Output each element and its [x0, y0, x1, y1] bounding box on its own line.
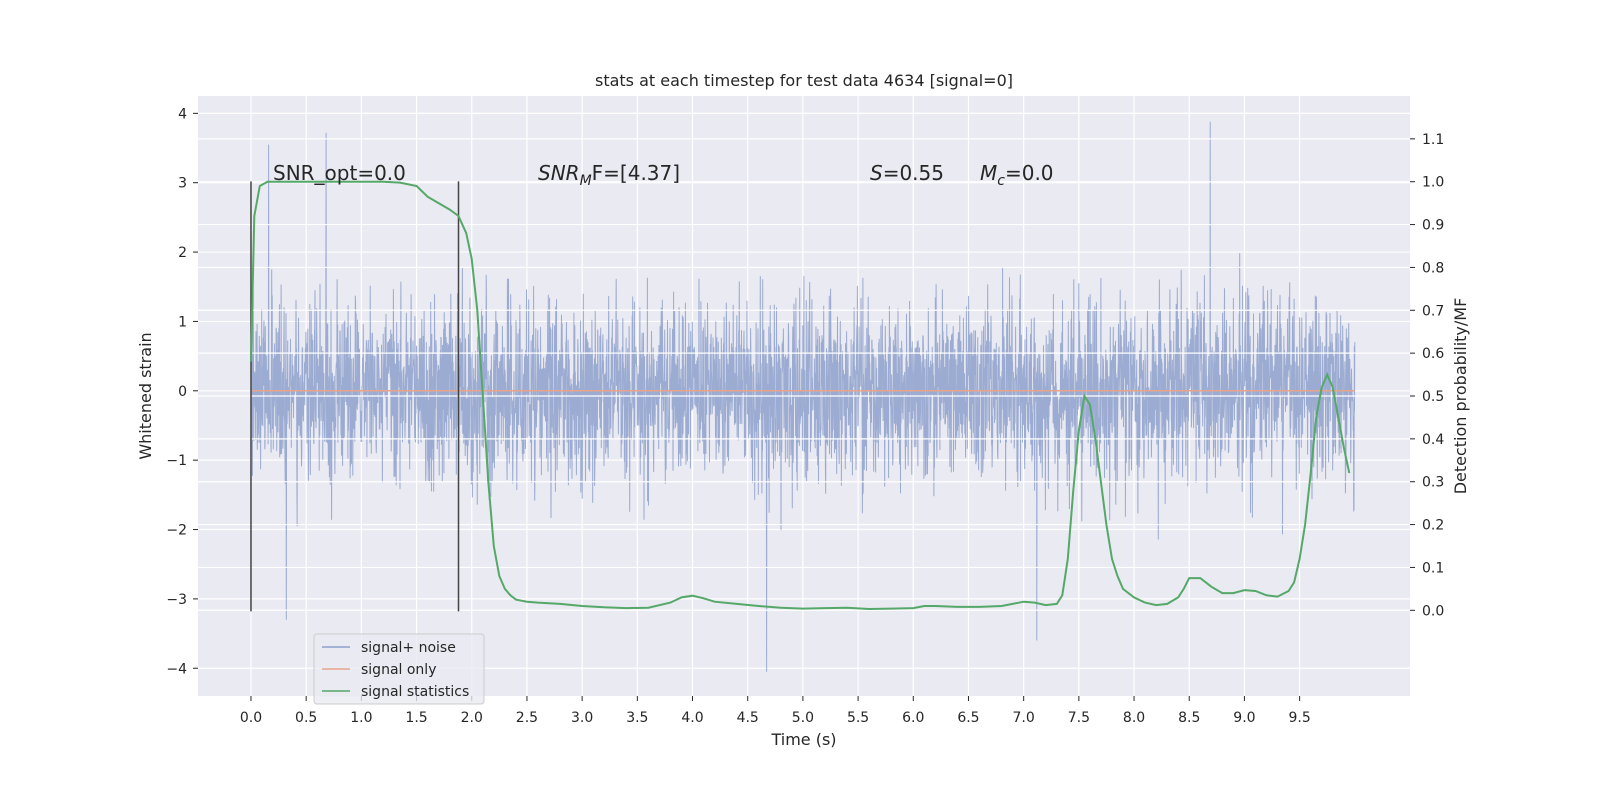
right-tick-label: 1.0 — [1422, 175, 1444, 191]
right-tick-label: 0.6 — [1422, 346, 1444, 362]
right-axis-label: Detection probability/MF — [1451, 298, 1470, 495]
right-axis-grid — [198, 138, 1410, 611]
x-tick-label: 4.5 — [737, 710, 759, 726]
x-tick-label: 0.0 — [240, 710, 262, 726]
signal-statistics-series — [250, 180, 1351, 611]
snr-mf-prefix: SNR — [538, 161, 580, 185]
x-tick-label: 3.0 — [571, 710, 593, 726]
snr-mf-subscript: M — [580, 173, 592, 189]
snr-mf-annotation: SNRMF=[4.37] — [538, 161, 680, 189]
signal-noise-line — [250, 121, 1356, 672]
x-tick-label: 7.5 — [1068, 710, 1090, 726]
legend-label-signal-statistics: signal statistics — [361, 684, 469, 700]
right-tick-label: 0.8 — [1422, 260, 1444, 276]
vertical-markers — [250, 181, 460, 612]
right-tick-label: 0.0 — [1422, 603, 1444, 619]
mc-subscript: c — [997, 173, 1005, 189]
right-tick-label: 0.3 — [1422, 475, 1444, 491]
right-tick-label: 1.1 — [1422, 132, 1444, 148]
mc-value: =0.0 — [1005, 161, 1054, 185]
x-tick-label: 1.0 — [350, 710, 372, 726]
signal-noise-series — [250, 121, 1356, 672]
y-tick-label: 3 — [178, 176, 187, 192]
mc-annotation: Mc=0.0 — [980, 161, 1054, 189]
y-tick-label: −1 — [166, 453, 187, 469]
y-tick-label: −4 — [166, 661, 187, 677]
x-tick-label: 3.5 — [626, 710, 648, 726]
right-tick-label: 0.5 — [1422, 389, 1444, 405]
x-tick-label: 5.0 — [792, 710, 814, 726]
y-axis-ticks: 4 3 2 1 0 −1 −2 −3 −4 — [166, 106, 198, 677]
right-tick-label: 0.9 — [1422, 218, 1444, 234]
right-tick-label: 0.4 — [1422, 432, 1444, 448]
signal-statistics-line — [250, 180, 1351, 611]
y-axis-label: Whitened strain — [136, 332, 155, 459]
y-tick-label: −2 — [166, 523, 187, 539]
mc-symbol: M — [980, 161, 997, 185]
chart-title: stats at each timestep for test data 463… — [595, 71, 1013, 90]
right-tick-label: 0.2 — [1422, 518, 1444, 534]
x-tick-label: 8.5 — [1178, 710, 1200, 726]
legend-label-signal-noise: signal+ noise — [361, 640, 456, 656]
s-symbol: S — [870, 161, 883, 185]
x-tick-label: 9.0 — [1233, 710, 1255, 726]
y-tick-label: 2 — [178, 245, 187, 261]
legend-box — [313, 633, 485, 705]
x-tick-label: 7.0 — [1013, 710, 1035, 726]
x-tick-label: 4.0 — [681, 710, 703, 726]
x-tick-label: 6.5 — [957, 710, 979, 726]
y-tick-label: −3 — [166, 592, 187, 608]
x-tick-label: 2.5 — [516, 710, 538, 726]
x-tick-label: 9.5 — [1288, 710, 1310, 726]
s-annotation: S=0.55 — [870, 161, 944, 185]
y-tick-label: 1 — [178, 314, 187, 330]
x-tick-label: 1.5 — [405, 710, 427, 726]
right-axis-ticks: 1.1 1.0 0.9 0.8 0.7 0.6 0.5 0.4 0.3 0.2 0.1 0.0 — [1410, 132, 1444, 619]
right-tick-label: 0.1 — [1422, 560, 1444, 576]
right-tick-label: 0.7 — [1422, 303, 1444, 319]
x-tick-label: 2.0 — [461, 710, 483, 726]
x-tick-label: 8.0 — [1123, 710, 1145, 726]
x-axis-label: Time (s) — [770, 730, 836, 749]
x-tick-label: 6.0 — [902, 710, 924, 726]
y-tick-label: 4 — [178, 106, 187, 122]
x-tick-label: 5.5 — [847, 710, 869, 726]
y-tick-label: 0 — [178, 384, 187, 400]
x-axis-ticks: 0.0 0.5 1.0 1.5 2.0 2.5 3.0 3.5 4.0 4.5 5.0 5.5 6.0 6… — [240, 696, 1311, 726]
snr-mf-value: F=[4.37] — [592, 161, 680, 185]
s-value: =0.55 — [883, 161, 944, 185]
snr-opt-annotation: SNR_opt=0.0 — [273, 161, 406, 185]
legend: signal+ noise signal only signal statist… — [313, 633, 485, 705]
x-tick-label: 0.5 — [295, 710, 317, 726]
legend-label-signal-only: signal only — [361, 662, 436, 678]
